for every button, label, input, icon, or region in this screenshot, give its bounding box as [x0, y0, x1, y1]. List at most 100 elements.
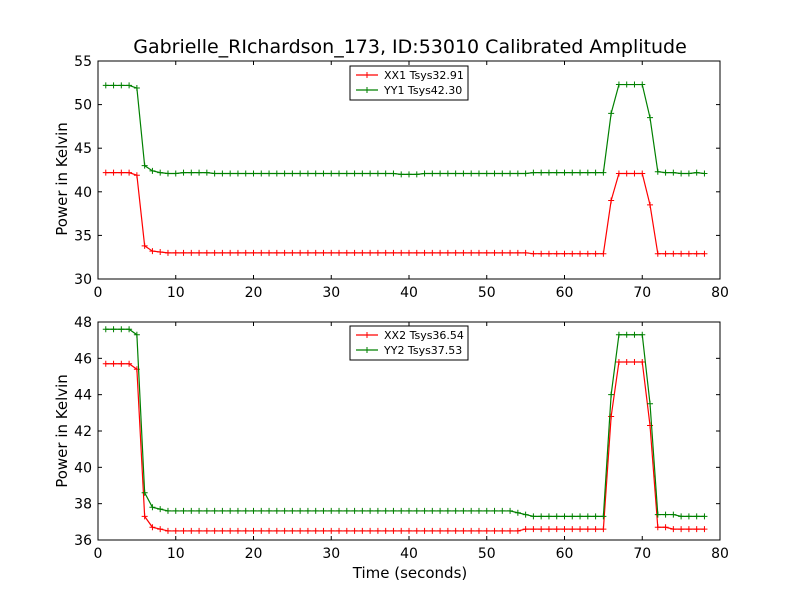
data-point [211, 527, 218, 534]
data-point [514, 509, 521, 516]
data-point [196, 507, 203, 514]
data-point [367, 527, 374, 534]
data-point [468, 507, 475, 514]
data-point [398, 507, 405, 514]
data-point [615, 331, 622, 338]
data-point [678, 513, 685, 520]
data-point [242, 507, 249, 514]
data-point [654, 524, 661, 531]
data-point [172, 527, 179, 534]
y-tick-label: 40 [74, 460, 92, 476]
data-point [545, 513, 552, 520]
data-point [102, 169, 109, 176]
data-point [647, 400, 654, 407]
x-tick-label: 20 [245, 285, 263, 301]
data-point [312, 170, 319, 177]
data-point [701, 170, 708, 177]
data-point [406, 249, 412, 256]
data-point [219, 249, 226, 256]
data-point [538, 250, 545, 257]
data-point [110, 82, 117, 89]
data-point [382, 249, 389, 256]
data-point [398, 171, 405, 178]
data-point [491, 170, 498, 177]
x-tick-label: 30 [322, 546, 340, 562]
data-point [406, 171, 412, 178]
data-point [444, 527, 451, 534]
data-point [460, 170, 467, 177]
data-point [685, 250, 692, 257]
data-point [631, 331, 638, 338]
data-point [118, 169, 125, 176]
data-point [258, 170, 265, 177]
data-point [483, 507, 490, 514]
data-point [545, 250, 552, 257]
data-point [592, 513, 599, 520]
data-point [491, 249, 498, 256]
y-tick-label: 46 [74, 351, 92, 367]
data-point [406, 527, 412, 534]
data-point [475, 249, 482, 256]
x-tick-label: 50 [478, 285, 496, 301]
data-point [126, 326, 133, 333]
data-point [141, 513, 148, 520]
data-point [514, 249, 521, 256]
data-point [678, 250, 685, 257]
data-point [600, 526, 607, 533]
x-tick-label: 10 [167, 546, 185, 562]
data-point [685, 526, 692, 533]
data-point [374, 507, 381, 514]
data-point [273, 249, 280, 256]
data-point [382, 170, 389, 177]
data-point [157, 526, 164, 533]
data-point [196, 169, 203, 176]
data-point [437, 170, 444, 177]
data-point [219, 527, 226, 534]
data-point [141, 162, 148, 169]
data-point [483, 170, 490, 177]
data-point [320, 507, 327, 514]
data-point [297, 249, 304, 256]
data-point [654, 511, 661, 518]
data-point [180, 507, 187, 514]
top-panel-legend: XX1 Tsys32.91 YY1 Tsys42.30 [349, 65, 469, 101]
figure-title: Gabrielle_RIchardson_173, ID:53010 Calib… [133, 36, 687, 58]
data-point [483, 249, 490, 256]
data-point [219, 507, 226, 514]
data-point [685, 513, 692, 520]
data-point [553, 513, 560, 520]
data-point [561, 513, 568, 520]
data-point [693, 250, 700, 257]
data-point [266, 507, 273, 514]
data-point [343, 527, 350, 534]
data-point [336, 507, 343, 514]
data-point [258, 249, 265, 256]
data-point [670, 250, 677, 257]
legend-marker [364, 332, 370, 338]
data-point [475, 527, 482, 534]
data-point [250, 507, 257, 514]
data-point [164, 249, 171, 256]
data-point [164, 527, 171, 534]
data-point [670, 169, 677, 176]
y-tick-label: 30 [74, 272, 92, 288]
data-point [289, 249, 296, 256]
data-point [662, 524, 669, 531]
data-point [499, 527, 506, 534]
data-point [172, 507, 179, 514]
data-point [102, 326, 109, 333]
data-point [157, 248, 164, 255]
data-point [530, 250, 537, 257]
data-point [530, 169, 537, 176]
data-point [118, 326, 125, 333]
legend-marker [364, 87, 370, 93]
data-point [538, 513, 545, 520]
data-point [584, 526, 591, 533]
data-point [623, 170, 630, 177]
x-tick-label: 40 [400, 546, 418, 562]
data-point [133, 331, 140, 338]
data-point [639, 81, 646, 88]
data-point [670, 511, 677, 518]
data-point [250, 527, 257, 534]
